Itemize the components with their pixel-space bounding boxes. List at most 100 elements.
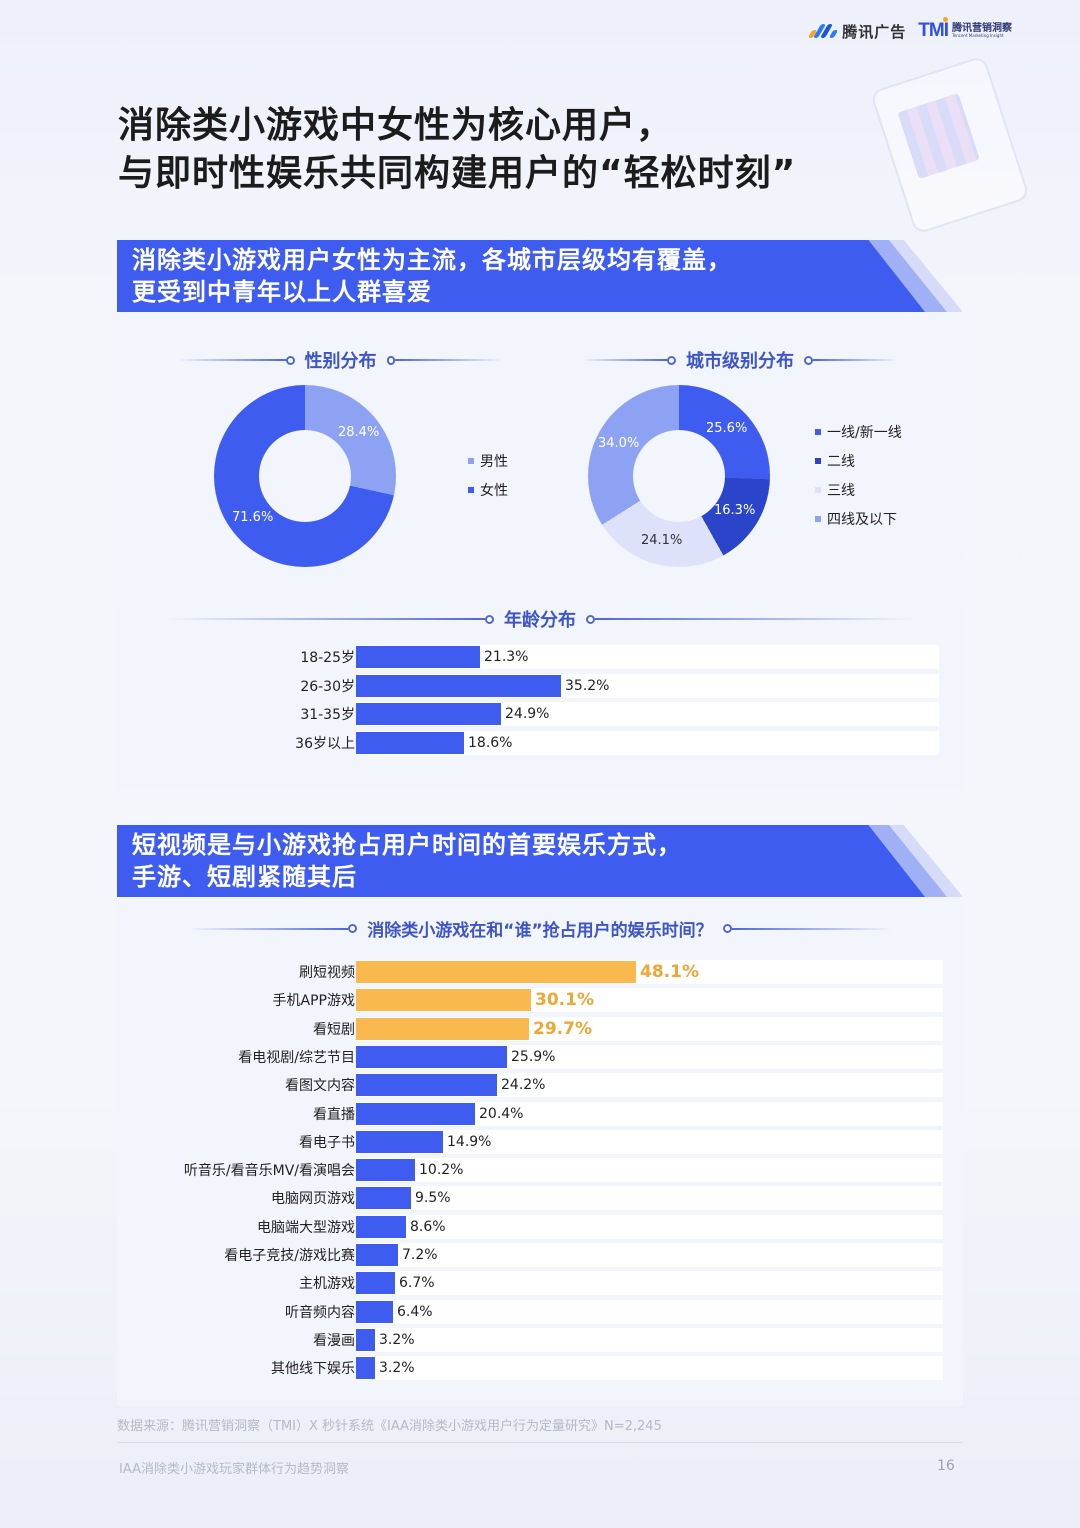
bar-value-label: 24.9% — [505, 706, 550, 722]
bar-value-label: 14.9% — [447, 1133, 492, 1150]
bar-row: 看漫画 3.2% — [117, 1327, 943, 1352]
bar-value-label: 35.2% — [565, 677, 610, 694]
bar-row: 看电子书 14.9% — [117, 1129, 943, 1154]
bar-value-label: 6.7% — [399, 1275, 435, 1292]
tencent-ads-logo-icon — [806, 22, 839, 40]
bar-fill — [356, 1300, 393, 1323]
bar-fill — [356, 1102, 475, 1125]
bar-track — [356, 1186, 943, 1211]
gender-chart-title-text: 性别分布 — [304, 351, 377, 372]
bar-row: 电脑网页游戏 9.5% — [117, 1186, 943, 1211]
city-chart-title-text: 城市级别分布 — [686, 351, 794, 372]
page-title-line1: 消除类小游戏中女性为核心用户， — [118, 105, 674, 146]
bar-track — [356, 1271, 943, 1296]
entertainment-chart-title: 消除类小游戏在和“谁”抢占用户的娱乐时间？ — [150, 916, 930, 941]
bar-value-label: 21.3% — [484, 649, 529, 665]
bar-category-label: 看电视剧/综艺节目 — [238, 1049, 355, 1066]
bar-category-label: 看电子书 — [299, 1134, 355, 1151]
tmi-logo: TMI 腾讯营销洞察 Tencent Marketing Insight — [918, 17, 1012, 42]
bar-category-label: 听音乐/看音乐MV/看演唱会 — [183, 1163, 355, 1180]
tmi-logo-en: Tencent Marketing Insight — [952, 33, 1004, 38]
tencent-ads-logo: 腾讯广告 — [806, 21, 906, 42]
gender-legend: 男性 女性 — [468, 446, 508, 504]
city-tier2-value: 16.3% — [714, 503, 756, 518]
bar-value-label: 8.6% — [410, 1218, 446, 1235]
bar-fill — [356, 674, 561, 697]
legend-item-female: 女性 — [468, 475, 508, 504]
section2-banner-line1: 短视频是与小游戏抢占用户时间的首要娱乐方式， — [132, 831, 682, 859]
bar-row: 手机APP游戏 30.1% — [117, 988, 943, 1013]
bar-track — [356, 1129, 943, 1154]
bar-fill — [356, 1074, 497, 1097]
bar-fill — [356, 989, 531, 1012]
bar-value-label: 25.9% — [511, 1048, 556, 1065]
bar-category-label: 主机游戏 — [299, 1276, 355, 1293]
bar-row: 刷短视频 48.1% — [117, 960, 943, 984]
page-title: 消除类小游戏中女性为核心用户， 与即时性娱乐共同构建用户的“轻松时刻” — [118, 102, 796, 198]
bar-row: 18-25岁 21.3% — [117, 645, 939, 669]
bar-category-label: 看图文内容 — [285, 1078, 355, 1095]
section1-banner-line2: 更受到中青年以上人群喜爱 — [132, 278, 432, 306]
section1-banner-line1: 消除类小游戏用户女性为主流，各城市层级均有覆盖， — [132, 246, 732, 274]
bar-fill — [356, 1130, 443, 1153]
bar-row: 看短剧 29.7% — [117, 1016, 943, 1041]
bar-row: 听音乐/看音乐MV/看演唱会 10.2% — [117, 1158, 943, 1183]
bar-row: 31-35岁 24.9% — [117, 702, 939, 726]
legend-item-tier2: 二线 — [815, 446, 902, 475]
bar-row: 36岁以上 18.6% — [117, 730, 939, 755]
bar-category-label: 36岁以上 — [295, 735, 355, 752]
bar-value-label: 6.4% — [397, 1303, 433, 1320]
page-title-line2: 与即时性娱乐共同构建用户的“轻松时刻” — [118, 153, 797, 194]
bar-fill — [356, 1328, 375, 1351]
city-tier1-value: 25.6% — [706, 421, 748, 436]
bar-category-label: 电脑网页游戏 — [271, 1191, 355, 1208]
bar-category-label: 看漫画 — [313, 1332, 355, 1349]
legend-item-male: 男性 — [468, 446, 508, 475]
gender-chart-title: 性别分布 — [178, 347, 503, 373]
header-logos: 腾讯广告 TMI 腾讯营销洞察 Tencent Marketing Insigh… — [806, 17, 1012, 42]
bar-fill — [356, 961, 636, 983]
bar-category-label: 听音频内容 — [285, 1304, 355, 1321]
data-source: 数据来源：腾讯营销洞察（TMI）X 秒针系统《IAA消除类小游戏用户行为定量研究… — [117, 1419, 662, 1434]
tencent-ads-logo-text: 腾讯广告 — [842, 22, 907, 41]
bar-value-label: 24.2% — [501, 1077, 546, 1094]
bar-category-label: 其他线下娱乐 — [271, 1361, 355, 1378]
section2-banner-line2: 手游、短剧紧随其后 — [132, 863, 357, 891]
gender-male-value: 28.4% — [338, 425, 380, 440]
bar-value-label: 9.5% — [415, 1190, 451, 1207]
bar-row: 看直播 20.4% — [117, 1101, 943, 1126]
bar-fill — [356, 703, 501, 725]
bar-category-label: 26-30岁 — [300, 678, 355, 695]
bar-fill — [356, 646, 480, 668]
bar-row: 电脑端大型游戏 8.6% — [117, 1214, 943, 1239]
bar-category-label: 看直播 — [313, 1106, 355, 1123]
gender-female-value: 71.6% — [232, 510, 274, 525]
page-number: 16 — [937, 1458, 955, 1474]
bar-fill — [356, 1045, 507, 1068]
city-donut-chart — [588, 385, 770, 567]
age-chart-title-text: 年龄分布 — [504, 610, 576, 631]
bar-fill — [356, 1244, 398, 1266]
bar-row: 看电子竞技/游戏比赛 7.2% — [117, 1243, 943, 1267]
bar-value-label: 48.1% — [640, 962, 699, 982]
city-chart-title: 城市级别分布 — [575, 347, 905, 373]
bar-row: 其他线下娱乐 3.2% — [117, 1356, 943, 1381]
bar-category-label: 看电子竞技/游戏比赛 — [224, 1248, 355, 1264]
phone-illustration-icon — [869, 55, 1031, 235]
bar-fill — [356, 1017, 529, 1040]
bar-value-label: 20.4% — [479, 1105, 524, 1122]
tmi-logo-cn: 腾讯营销洞察 — [952, 23, 1012, 34]
bar-value-label: 3.2% — [379, 1331, 415, 1348]
bar-track — [356, 1214, 943, 1239]
bar-value-label: 10.2% — [419, 1162, 464, 1179]
bar-row: 26-30岁 35.2% — [117, 673, 939, 698]
bar-fill — [356, 731, 464, 754]
bar-row: 听音频内容 6.4% — [117, 1299, 943, 1324]
bar-category-label: 刷短视频 — [299, 965, 355, 981]
bar-track — [356, 1158, 943, 1183]
bar-fill — [356, 1187, 411, 1210]
bar-row: 主机游戏 6.7% — [117, 1271, 943, 1296]
bar-row: 看图文内容 24.2% — [117, 1073, 943, 1098]
bar-fill — [356, 1215, 406, 1238]
bar-fill — [356, 1272, 395, 1295]
